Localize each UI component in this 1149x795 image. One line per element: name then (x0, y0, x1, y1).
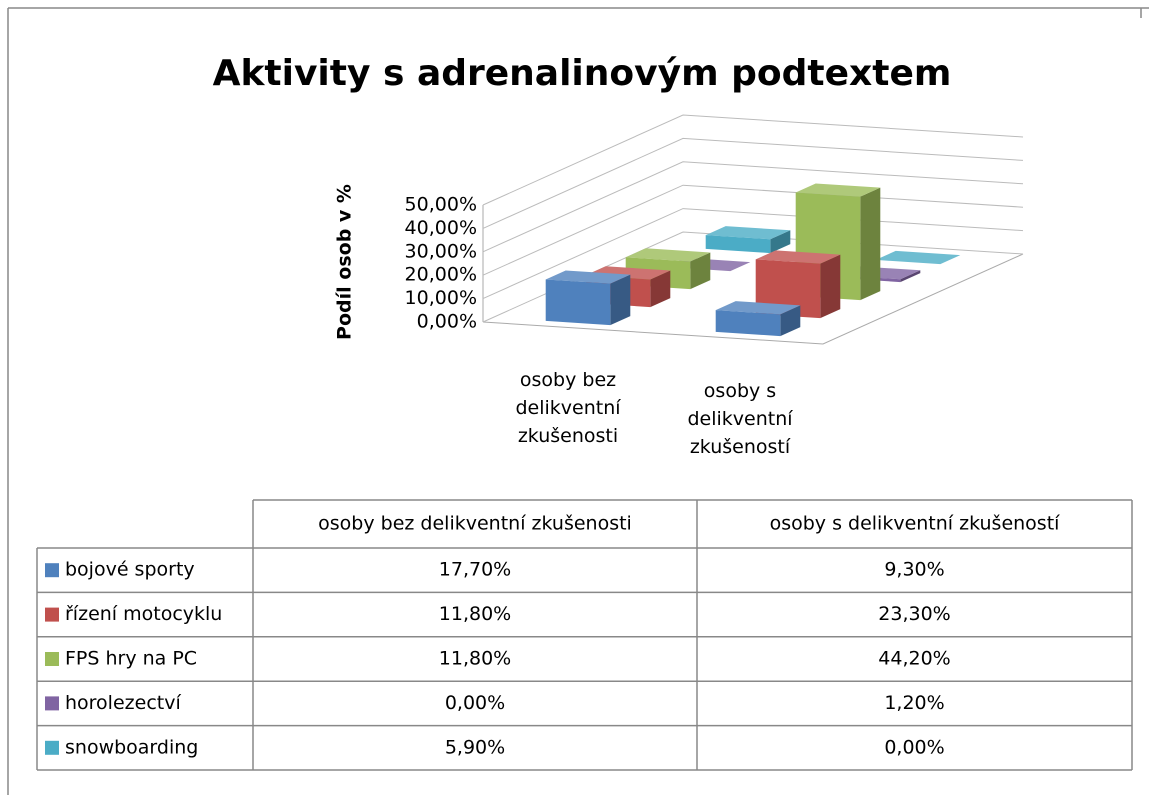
bar-side (860, 187, 881, 301)
grid-line (482, 208, 1024, 300)
legend-label: FPS hry na PC (65, 648, 197, 670)
bar (705, 226, 791, 254)
legend-swatch (45, 607, 59, 622)
table-value: 11,80% (439, 603, 511, 625)
x-tick-label: osoby bez delikventní zkušenosti (515, 368, 621, 447)
legend-label: bojové sporty (65, 559, 195, 581)
grid-line (482, 161, 1024, 253)
legend-swatch (45, 696, 59, 711)
bar-side (610, 274, 631, 326)
bar-top (705, 226, 791, 240)
legend-label: horolezectví (65, 692, 181, 714)
table-value: 0,00% (445, 692, 505, 714)
bar-side (690, 252, 711, 290)
y-tick-label: 0,00% (417, 311, 477, 333)
y-tick-label: 30,00% (405, 240, 477, 262)
table-value: 5,90% (445, 736, 505, 758)
bar-side (650, 270, 671, 308)
bar (755, 250, 841, 319)
y-tick-label: 10,00% (405, 287, 477, 309)
table-value: 17,70% (439, 559, 511, 581)
floor (482, 253, 1024, 345)
grid-line (482, 184, 1024, 276)
bar-top (545, 270, 631, 284)
bar (875, 250, 961, 265)
bar-top (715, 301, 801, 315)
grid-line (482, 137, 1024, 229)
bar-front (705, 235, 771, 254)
bar-side (780, 305, 801, 337)
bar-front (545, 279, 611, 326)
legend-swatch (45, 563, 59, 578)
y-tick-label: 50,00% (405, 194, 477, 216)
table-header: osoby s delikventní zkušeností (770, 513, 1061, 535)
bar-front (715, 310, 781, 337)
y-tick-label: 40,00% (405, 217, 477, 239)
bar-side (770, 230, 791, 254)
y-axis-title: Podíl osob v % (334, 184, 356, 340)
table-value: 1,20% (884, 692, 944, 714)
bar-top (625, 248, 711, 262)
legend-swatch (45, 652, 59, 666)
bar (545, 270, 631, 326)
table-header: osoby bez delikventní zkušenosti (318, 513, 632, 535)
table-value: 9,30% (884, 559, 944, 581)
chart-title: Aktivity s adrenalinovým podtextem (213, 53, 952, 94)
table-value: 23,30% (878, 603, 950, 625)
x-tick-label: osoby s delikventní zkušeností (687, 379, 793, 458)
bar (625, 248, 711, 290)
bar-top (875, 250, 961, 265)
grid-line (482, 114, 1024, 206)
y-tick-label: 20,00% (405, 264, 477, 286)
legend-swatch (45, 740, 59, 755)
legend-label: řízení motocyklu (65, 603, 222, 625)
bar-side (820, 254, 841, 319)
table-value: 44,20% (878, 648, 950, 670)
bar-front (755, 259, 821, 319)
bar-top (795, 183, 881, 197)
legend-label: snowboarding (65, 736, 198, 758)
table-value: 0,00% (884, 736, 944, 758)
bar-top (755, 250, 841, 264)
bar (715, 301, 801, 337)
bar-side (900, 270, 921, 283)
table-value: 11,80% (439, 648, 511, 670)
